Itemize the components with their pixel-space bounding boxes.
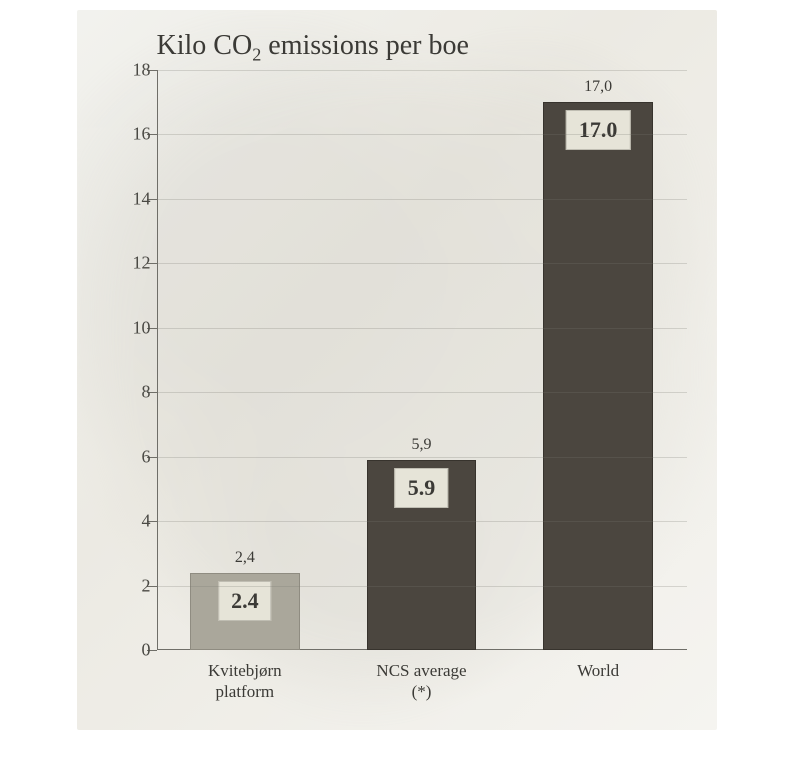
gridline [157,457,687,458]
bar: 2,4 2.4 [190,70,300,650]
gridline [157,521,687,522]
y-tick-label: 6 [111,446,151,467]
bar: 5,9 5.9 [367,70,477,650]
gridline [157,199,687,200]
y-tick-label: 16 [111,124,151,145]
x-tick-label: Kvitebjørnplatform [161,660,329,703]
x-tick-label-line: NCS average [338,660,506,681]
chart-title-pre: Kilo CO [157,30,253,61]
bar-top-label: 2,4 [235,549,255,567]
bar-fill [543,102,653,650]
y-tick-label: 18 [111,60,151,81]
x-tick-label-line: World [514,660,682,681]
bar-value-badge: 5.9 [395,468,449,508]
bar-top-label: 5,9 [411,436,431,454]
y-tick-label: 0 [111,640,151,661]
bar-top-label: 17,0 [584,78,612,96]
bar: 17,0 17.0 [543,70,653,650]
x-tick-label: World [514,660,682,681]
y-tick-label: 4 [111,511,151,532]
bar-value-badge: 2.4 [218,581,272,621]
x-tick-label-line: (*) [338,681,506,702]
emissions-bar-chart: Kilo CO2 emissions per boe 2,42.45,95.91… [77,10,717,730]
bars-layer: 2,4 2.4 5,9 5.9 17,0 17.0 [157,70,687,650]
y-tick-label: 10 [111,317,151,338]
x-tick-label-line: Kvitebjørn [161,660,329,681]
chart-title-sub: 2 [252,45,261,65]
chart-title-post: emissions per boe [261,30,469,61]
chart-title: Kilo CO2 emissions per boe [157,30,469,66]
y-tick-label: 2 [111,575,151,596]
gridline [157,586,687,587]
y-tick-label: 14 [111,188,151,209]
x-tick-label-line: platform [161,681,329,702]
bar-value-badge: 17.0 [566,110,631,150]
gridline [157,134,687,135]
plot-area: 2,42.45,95.917,017.0 024681012141618Kvit… [157,70,687,650]
gridline [157,328,687,329]
y-tick-label: 8 [111,382,151,403]
y-tick-label: 12 [111,253,151,274]
gridline [157,392,687,393]
x-tick-label: NCS average(*) [338,660,506,703]
gridline [157,263,687,264]
gridline [157,70,687,71]
